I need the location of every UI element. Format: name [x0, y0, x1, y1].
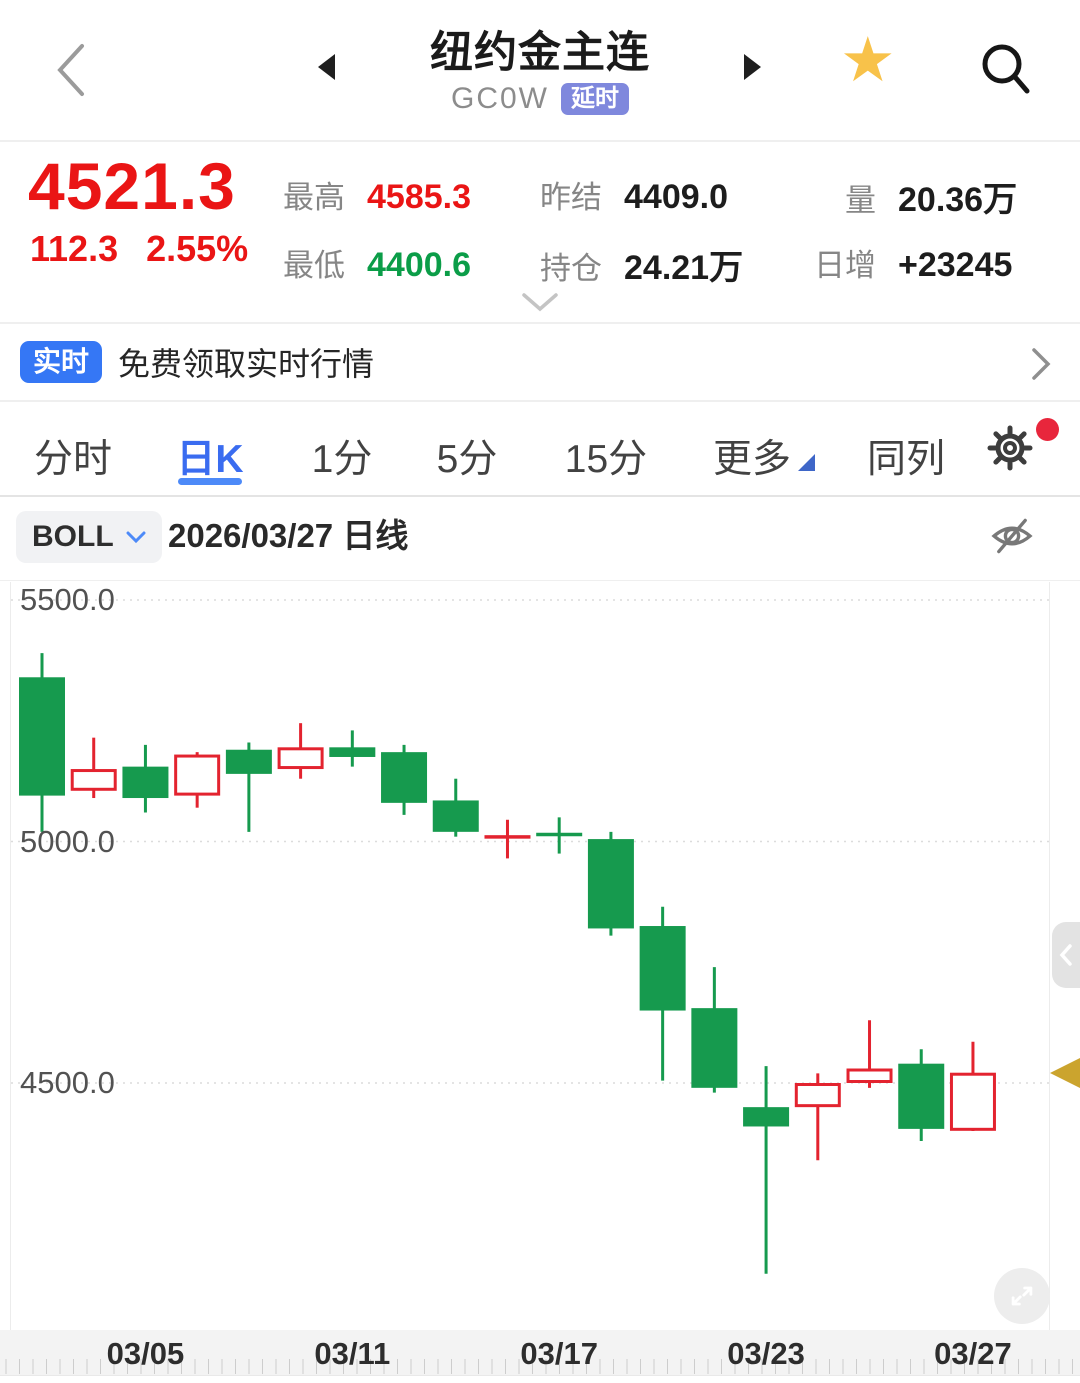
stat-low: 最低 4400.6 — [283, 246, 471, 284]
side-panel-handle[interactable] — [1052, 922, 1080, 988]
chevron-left-icon — [1059, 944, 1072, 966]
candle — [329, 747, 376, 757]
x-tick-label: 03/17 — [520, 1336, 598, 1371]
divider — [0, 322, 1080, 324]
candle — [174, 754, 221, 796]
prev-instrument-icon[interactable] — [318, 54, 335, 80]
candle — [122, 766, 169, 799]
chevron-down-icon[interactable] — [521, 292, 559, 314]
candle — [898, 1063, 945, 1129]
indicator-selector[interactable]: BOLL — [16, 511, 162, 563]
tab-15min[interactable]: 15分 — [564, 438, 648, 481]
fullscreen-button[interactable] — [994, 1268, 1050, 1324]
tab-5min[interactable]: 5分 — [436, 438, 498, 481]
change-value: 112.3 — [30, 228, 119, 269]
y-tick-label: 5500.0 — [20, 582, 115, 617]
candle — [432, 800, 479, 832]
quote-panel: 4521.3 112.3 2.55% 最高 4585.3 昨结 4409.0 量… — [0, 142, 1080, 322]
stat-prev-settle: 昨结 4409.0 — [540, 178, 728, 216]
x-tick-label: 03/27 — [934, 1336, 1012, 1371]
y-tick-label: 4500.0 — [20, 1065, 115, 1100]
chevron-down-icon — [126, 531, 146, 543]
realtime-promo-banner[interactable]: 实时 免费领取实时行情 — [0, 324, 1080, 400]
divider — [0, 580, 1080, 581]
candle — [19, 677, 65, 796]
divider — [0, 140, 1080, 142]
candle — [846, 1068, 893, 1084]
x-tick-label: 03/05 — [106, 1336, 185, 1371]
expand-icon — [1011, 1286, 1033, 1306]
divider — [0, 495, 1080, 497]
header: 纽约金主连 ★ GC0W 延时 — [0, 0, 1080, 140]
subtitle-row: GC0W 延时 — [0, 80, 1080, 118]
indicator-name: BOLL — [32, 520, 114, 553]
candle — [691, 1008, 738, 1088]
active-tab-underline — [178, 478, 242, 485]
candles-layer — [11, 599, 1049, 1274]
divider — [0, 400, 1080, 402]
search-icon[interactable] — [980, 42, 1032, 96]
candle — [587, 839, 634, 929]
banner-text: 免费领取实时行情 — [118, 346, 375, 382]
x-tick-label: 03/11 — [314, 1336, 391, 1371]
candle — [949, 1072, 996, 1131]
tab-daily-k[interactable]: 日K — [176, 438, 244, 481]
stat-volume: 量 20.36万 — [845, 181, 1018, 219]
change-percent: 2.55% — [146, 228, 249, 269]
next-instrument-icon[interactable] — [744, 54, 761, 80]
candle — [70, 769, 117, 791]
stat-open-interest: 持仓 24.21万 — [540, 249, 744, 287]
candle — [794, 1083, 841, 1108]
stat-high: 最高 4585.3 — [283, 178, 471, 216]
delay-badge: 延时 — [561, 83, 629, 115]
tab-side-by-side[interactable]: 同列 — [866, 438, 946, 481]
instrument-code: GC0W — [451, 82, 549, 115]
axis-ticks — [5, 1359, 1073, 1374]
settings-gear-icon[interactable] — [986, 424, 1034, 472]
x-axis: 03/05 03/11 03/17 03/23 03/27 — [0, 1330, 1080, 1376]
chart-date-label: 2026/03/27 日线 — [168, 517, 409, 554]
notification-dot — [1036, 418, 1059, 441]
tab-more[interactable]: 更多 — [712, 438, 792, 481]
tab-minute-line[interactable]: 分时 — [33, 438, 113, 481]
candle — [639, 926, 686, 1011]
eye-off-icon[interactable] — [988, 512, 1036, 560]
candle — [743, 1107, 790, 1127]
y-tick-label: 5000.0 — [20, 823, 115, 859]
back-icon[interactable] — [50, 40, 90, 100]
chevron-right-icon — [1032, 348, 1051, 380]
plot-left-border — [10, 582, 11, 1330]
page-title: 纽约金主连 — [430, 29, 650, 77]
stat-daily-increase: 日增 +23245 — [814, 246, 1013, 284]
plot-right-border — [1049, 582, 1050, 1330]
candle — [536, 832, 583, 837]
current-price-arrow-icon — [1050, 1057, 1080, 1088]
period-tabs: 分时 日K 1分 5分 15分 更多 同列 — [0, 402, 1080, 496]
tab-1min[interactable]: 1分 — [311, 438, 373, 481]
candle — [381, 752, 428, 803]
candle — [484, 835, 531, 839]
candle — [225, 749, 272, 774]
candle — [277, 747, 324, 770]
price-change: 112.3 2.55% — [30, 228, 248, 270]
x-tick-label: 03/23 — [727, 1336, 805, 1371]
realtime-badge: 实时 — [20, 341, 103, 383]
more-dropdown-triangle-icon — [798, 454, 815, 471]
last-price: 4521.3 — [28, 149, 236, 223]
candlestick-chart[interactable]: 5500.0 5000.0 4500.0 — [0, 582, 1080, 1330]
indicator-toolbar: BOLL 2026/03/27 日线 — [0, 498, 1080, 580]
favorite-star-icon[interactable]: ★ — [840, 26, 896, 95]
